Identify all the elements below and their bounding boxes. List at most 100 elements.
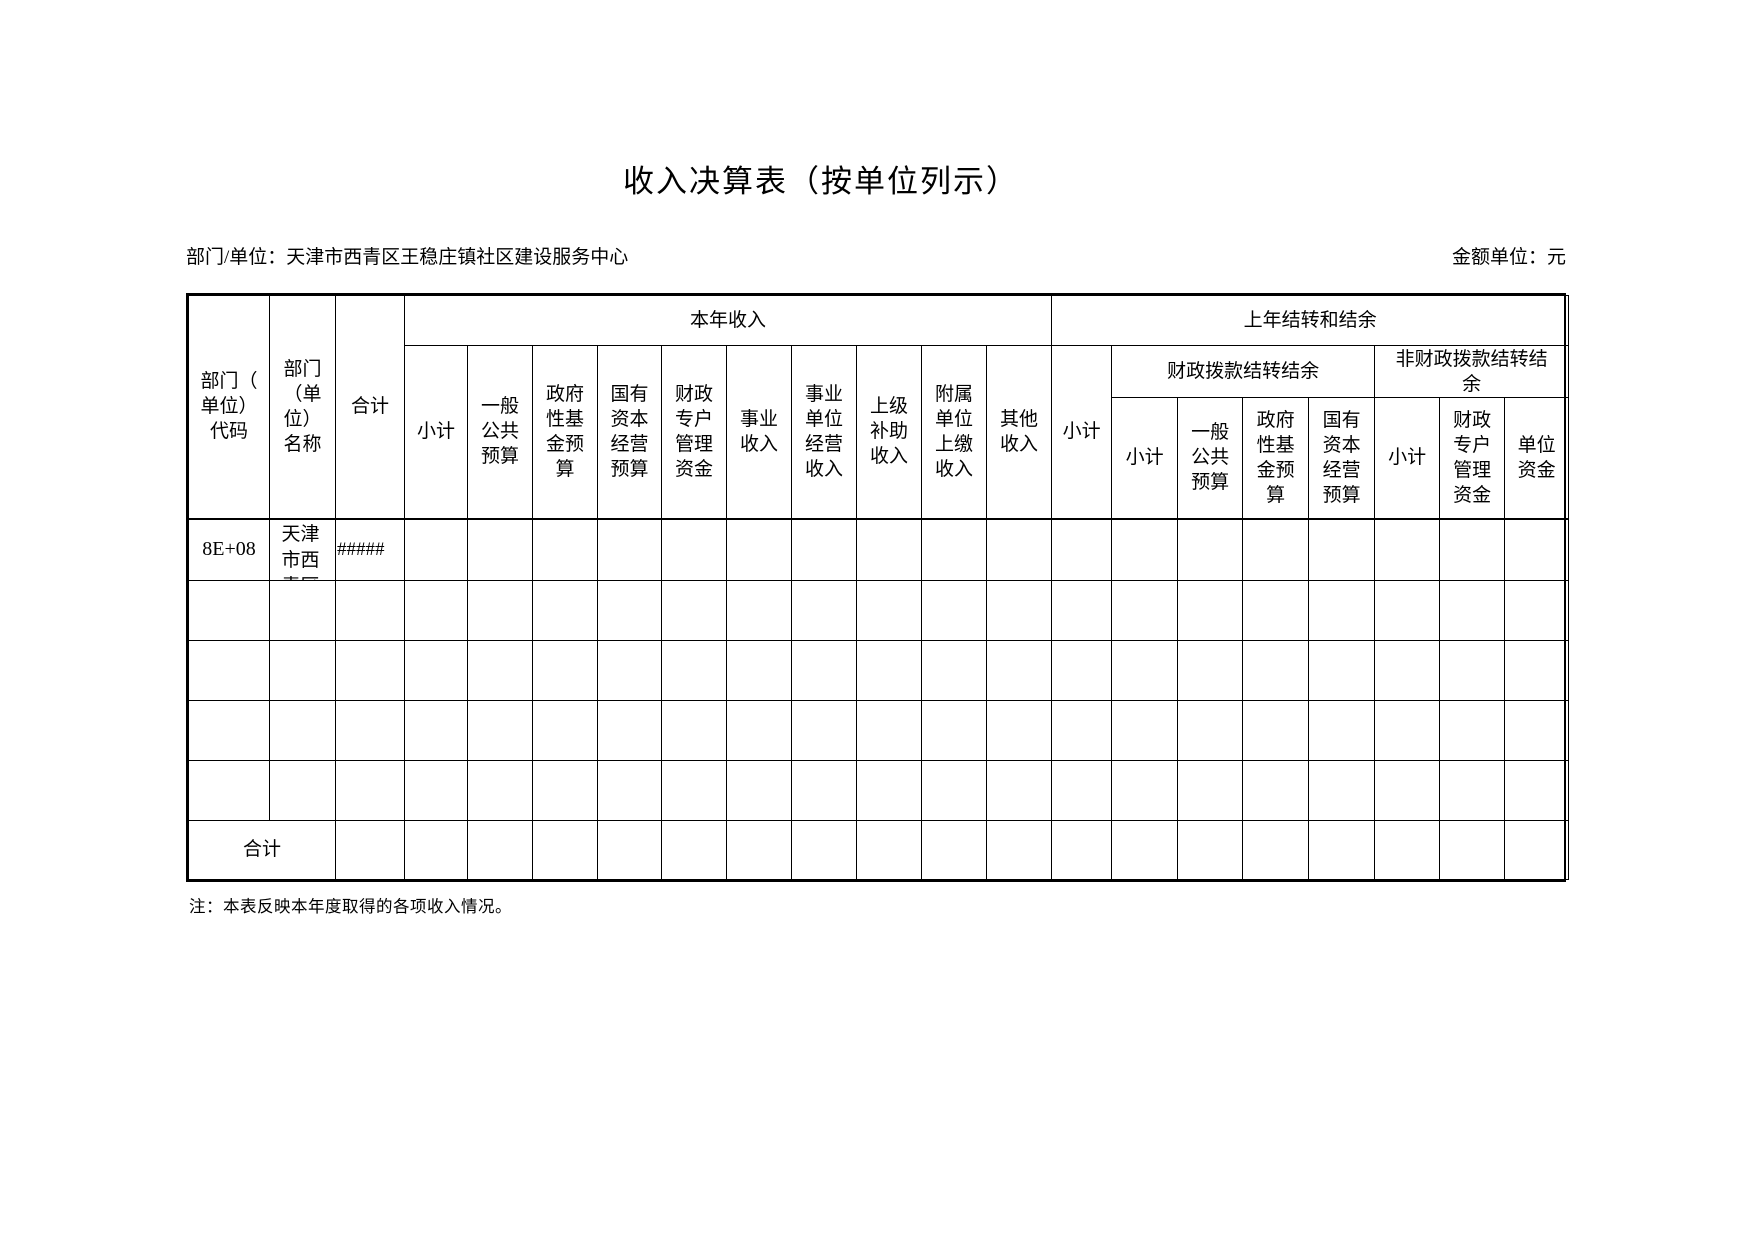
empty-cell xyxy=(1504,639,1570,701)
empty-cell xyxy=(661,579,727,641)
empty-cell xyxy=(1504,819,1570,880)
empty-table-row xyxy=(188,579,1570,641)
empty-cell xyxy=(597,579,662,641)
empty-cell xyxy=(791,759,857,821)
empty-cell xyxy=(188,639,270,701)
cell-unit-code: 8E+08 xyxy=(188,517,270,581)
empty-cell xyxy=(532,699,598,761)
empty-cell xyxy=(1177,819,1244,880)
empty-cell xyxy=(1439,579,1506,641)
empty-cell xyxy=(532,639,598,701)
empty-cell xyxy=(1111,639,1179,701)
empty-cell xyxy=(1051,579,1113,641)
header-cell-general-public-budget: 一般 公共 预算 xyxy=(467,345,533,519)
header-cell-unit-name: 部门 （单 位） 名称 xyxy=(269,295,336,519)
total-row: 合计 xyxy=(188,819,1570,880)
header-cell-current-subtotal: 小计 xyxy=(404,345,468,519)
income-table-wrapper: 部门（ 单位） 代码 部门 （单 位） 名称 合计 本年收入 上年结转和结余 小… xyxy=(186,293,1570,882)
empty-cell xyxy=(1308,517,1376,581)
total-row-label: 合计 xyxy=(188,819,336,880)
empty-cell xyxy=(1374,699,1441,761)
empty-cell xyxy=(985,699,1053,761)
header-group-fiscal-carryover: 财政拨款结转结余 xyxy=(1111,345,1376,398)
empty-cell xyxy=(1308,699,1376,761)
empty-cell xyxy=(1111,517,1179,581)
empty-cell xyxy=(1177,759,1244,821)
empty-cell xyxy=(856,579,922,641)
income-table: 部门（ 单位） 代码 部门 （单 位） 名称 合计 本年收入 上年结转和结余 小… xyxy=(188,295,1570,880)
empty-cell xyxy=(921,639,987,701)
empty-cell xyxy=(1308,819,1376,880)
empty-cell xyxy=(1504,699,1570,761)
empty-cell xyxy=(1111,699,1179,761)
empty-cell xyxy=(726,579,792,641)
data-row-unit: 8E+08 天津市西青区王稳庄镇社区建设服务中心 ##### xyxy=(188,517,1570,581)
empty-cell xyxy=(856,759,922,821)
empty-cell xyxy=(661,759,727,821)
empty-cell xyxy=(1177,639,1244,701)
empty-cell xyxy=(921,699,987,761)
empty-cell xyxy=(1051,819,1113,880)
empty-cell xyxy=(188,579,270,641)
empty-cell xyxy=(1374,517,1441,581)
header-cell-fiscal-general-public: 一般 公共 预算 xyxy=(1177,397,1244,519)
empty-cell xyxy=(1439,819,1506,880)
empty-cell xyxy=(1242,579,1310,641)
empty-cell xyxy=(921,759,987,821)
empty-cell xyxy=(467,699,533,761)
empty-cell xyxy=(726,517,792,581)
header-cell-affiliate-remittance-income: 附属 单位 上缴 收入 xyxy=(921,345,987,519)
empty-cell xyxy=(404,579,468,641)
empty-cell xyxy=(1504,579,1570,641)
header-cell-unit-code: 部门（ 单位） 代码 xyxy=(188,295,270,519)
meta-row: 部门/单位：天津市西青区王稳庄镇社区建设服务中心 金额单位：元 xyxy=(186,242,1566,269)
empty-cell xyxy=(791,699,857,761)
empty-cell xyxy=(404,819,468,880)
header-cell-operating-income: 事业 单位 经营 收入 xyxy=(791,345,857,519)
empty-cell xyxy=(985,759,1053,821)
empty-cell xyxy=(404,639,468,701)
empty-cell xyxy=(1439,639,1506,701)
empty-cell xyxy=(1374,819,1441,880)
empty-cell xyxy=(532,579,598,641)
empty-cell xyxy=(269,699,336,761)
header-cell-state-capital-budget: 国有 资本 经营 预算 xyxy=(597,345,662,519)
empty-cell xyxy=(791,579,857,641)
page-title: 收入决算表（按单位列示） xyxy=(623,164,1019,199)
empty-cell xyxy=(1374,759,1441,821)
empty-cell xyxy=(188,699,270,761)
empty-cell xyxy=(269,759,336,821)
empty-cell xyxy=(1051,699,1113,761)
empty-cell xyxy=(1374,639,1441,701)
empty-cell xyxy=(1242,639,1310,701)
empty-cell xyxy=(335,759,405,821)
unit-name-clipped-text: 天津市西青区王稳庄镇社区建设服务中心 xyxy=(281,523,320,580)
empty-cell xyxy=(467,759,533,821)
empty-cell xyxy=(1308,759,1376,821)
empty-cell xyxy=(726,819,792,880)
header-row-leaf: 小计 一般 公共 预算 政府 性基 金预 算 国有 资本 经营 预算 小计 财政… xyxy=(189,397,1570,519)
empty-cell xyxy=(1374,579,1441,641)
empty-cell xyxy=(856,819,922,880)
empty-cell xyxy=(1439,759,1506,821)
empty-cell xyxy=(597,517,662,581)
header-row-subgroups: 小计 一般 公共 预算 政府 性基 金预 算 国有 资本 经营 预算 财政 专户… xyxy=(189,345,1570,519)
empty-table-row xyxy=(188,699,1570,761)
empty-cell xyxy=(1242,699,1310,761)
empty-cell xyxy=(856,699,922,761)
header-cell-grand-total: 合计 xyxy=(335,295,405,519)
empty-cell xyxy=(269,639,336,701)
empty-cell xyxy=(1308,639,1376,701)
empty-cell xyxy=(985,819,1053,880)
empty-cell xyxy=(404,759,468,821)
header-group-current-year-income: 本年收入 xyxy=(403,295,1053,346)
cell-total-overflow: ##### xyxy=(335,517,405,581)
empty-cell xyxy=(467,639,533,701)
header-cell-carryover-subtotal: 小计 xyxy=(1051,345,1113,519)
empty-cell xyxy=(661,639,727,701)
empty-cell xyxy=(467,819,533,880)
empty-cell xyxy=(1177,517,1244,581)
header-cell-superior-subsidy-income: 上级 补助 收入 xyxy=(856,345,922,519)
empty-cell xyxy=(1439,517,1506,581)
footnote: 注：本表反映本年度取得的各项收入情况。 xyxy=(189,897,512,916)
